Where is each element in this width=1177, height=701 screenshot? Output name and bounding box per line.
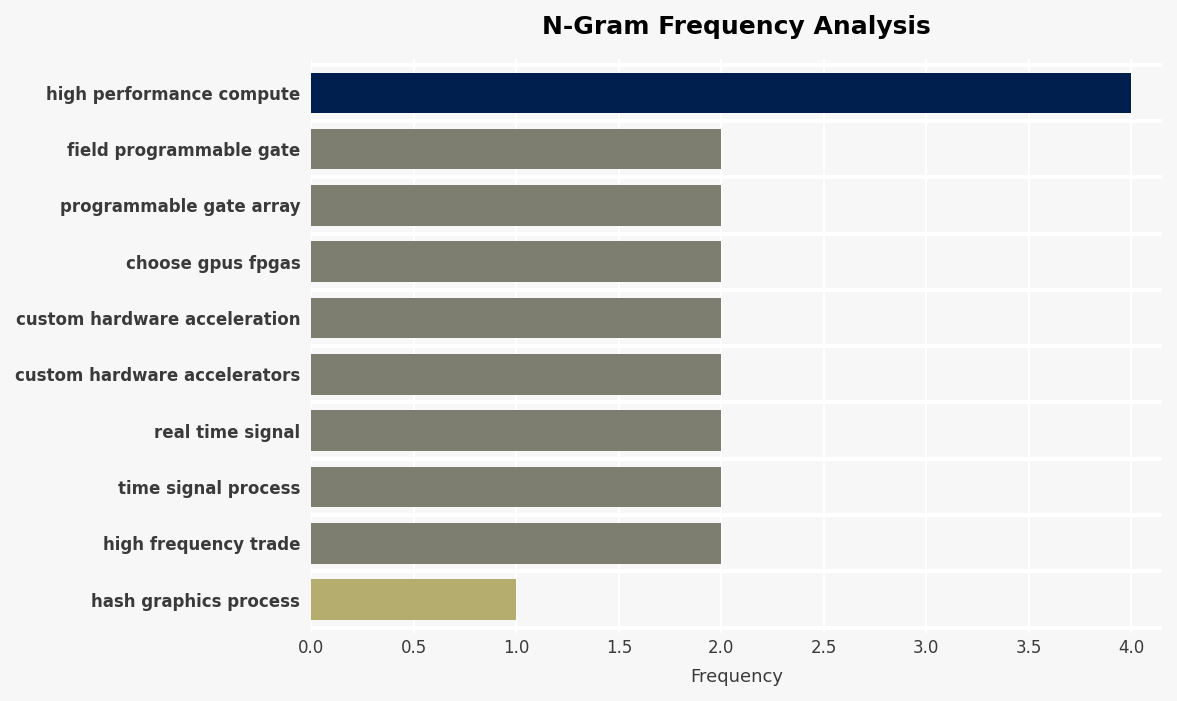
Bar xyxy=(312,467,722,508)
Title: N-Gram Frequency Analysis: N-Gram Frequency Analysis xyxy=(543,15,931,39)
Bar xyxy=(312,579,517,620)
Bar xyxy=(312,354,722,395)
Bar xyxy=(312,129,722,170)
Bar xyxy=(312,410,722,451)
X-axis label: Frequency: Frequency xyxy=(690,668,783,686)
Bar xyxy=(312,72,1131,113)
Bar xyxy=(312,241,722,282)
Bar xyxy=(312,185,722,226)
Bar xyxy=(312,298,722,339)
Bar xyxy=(312,523,722,564)
